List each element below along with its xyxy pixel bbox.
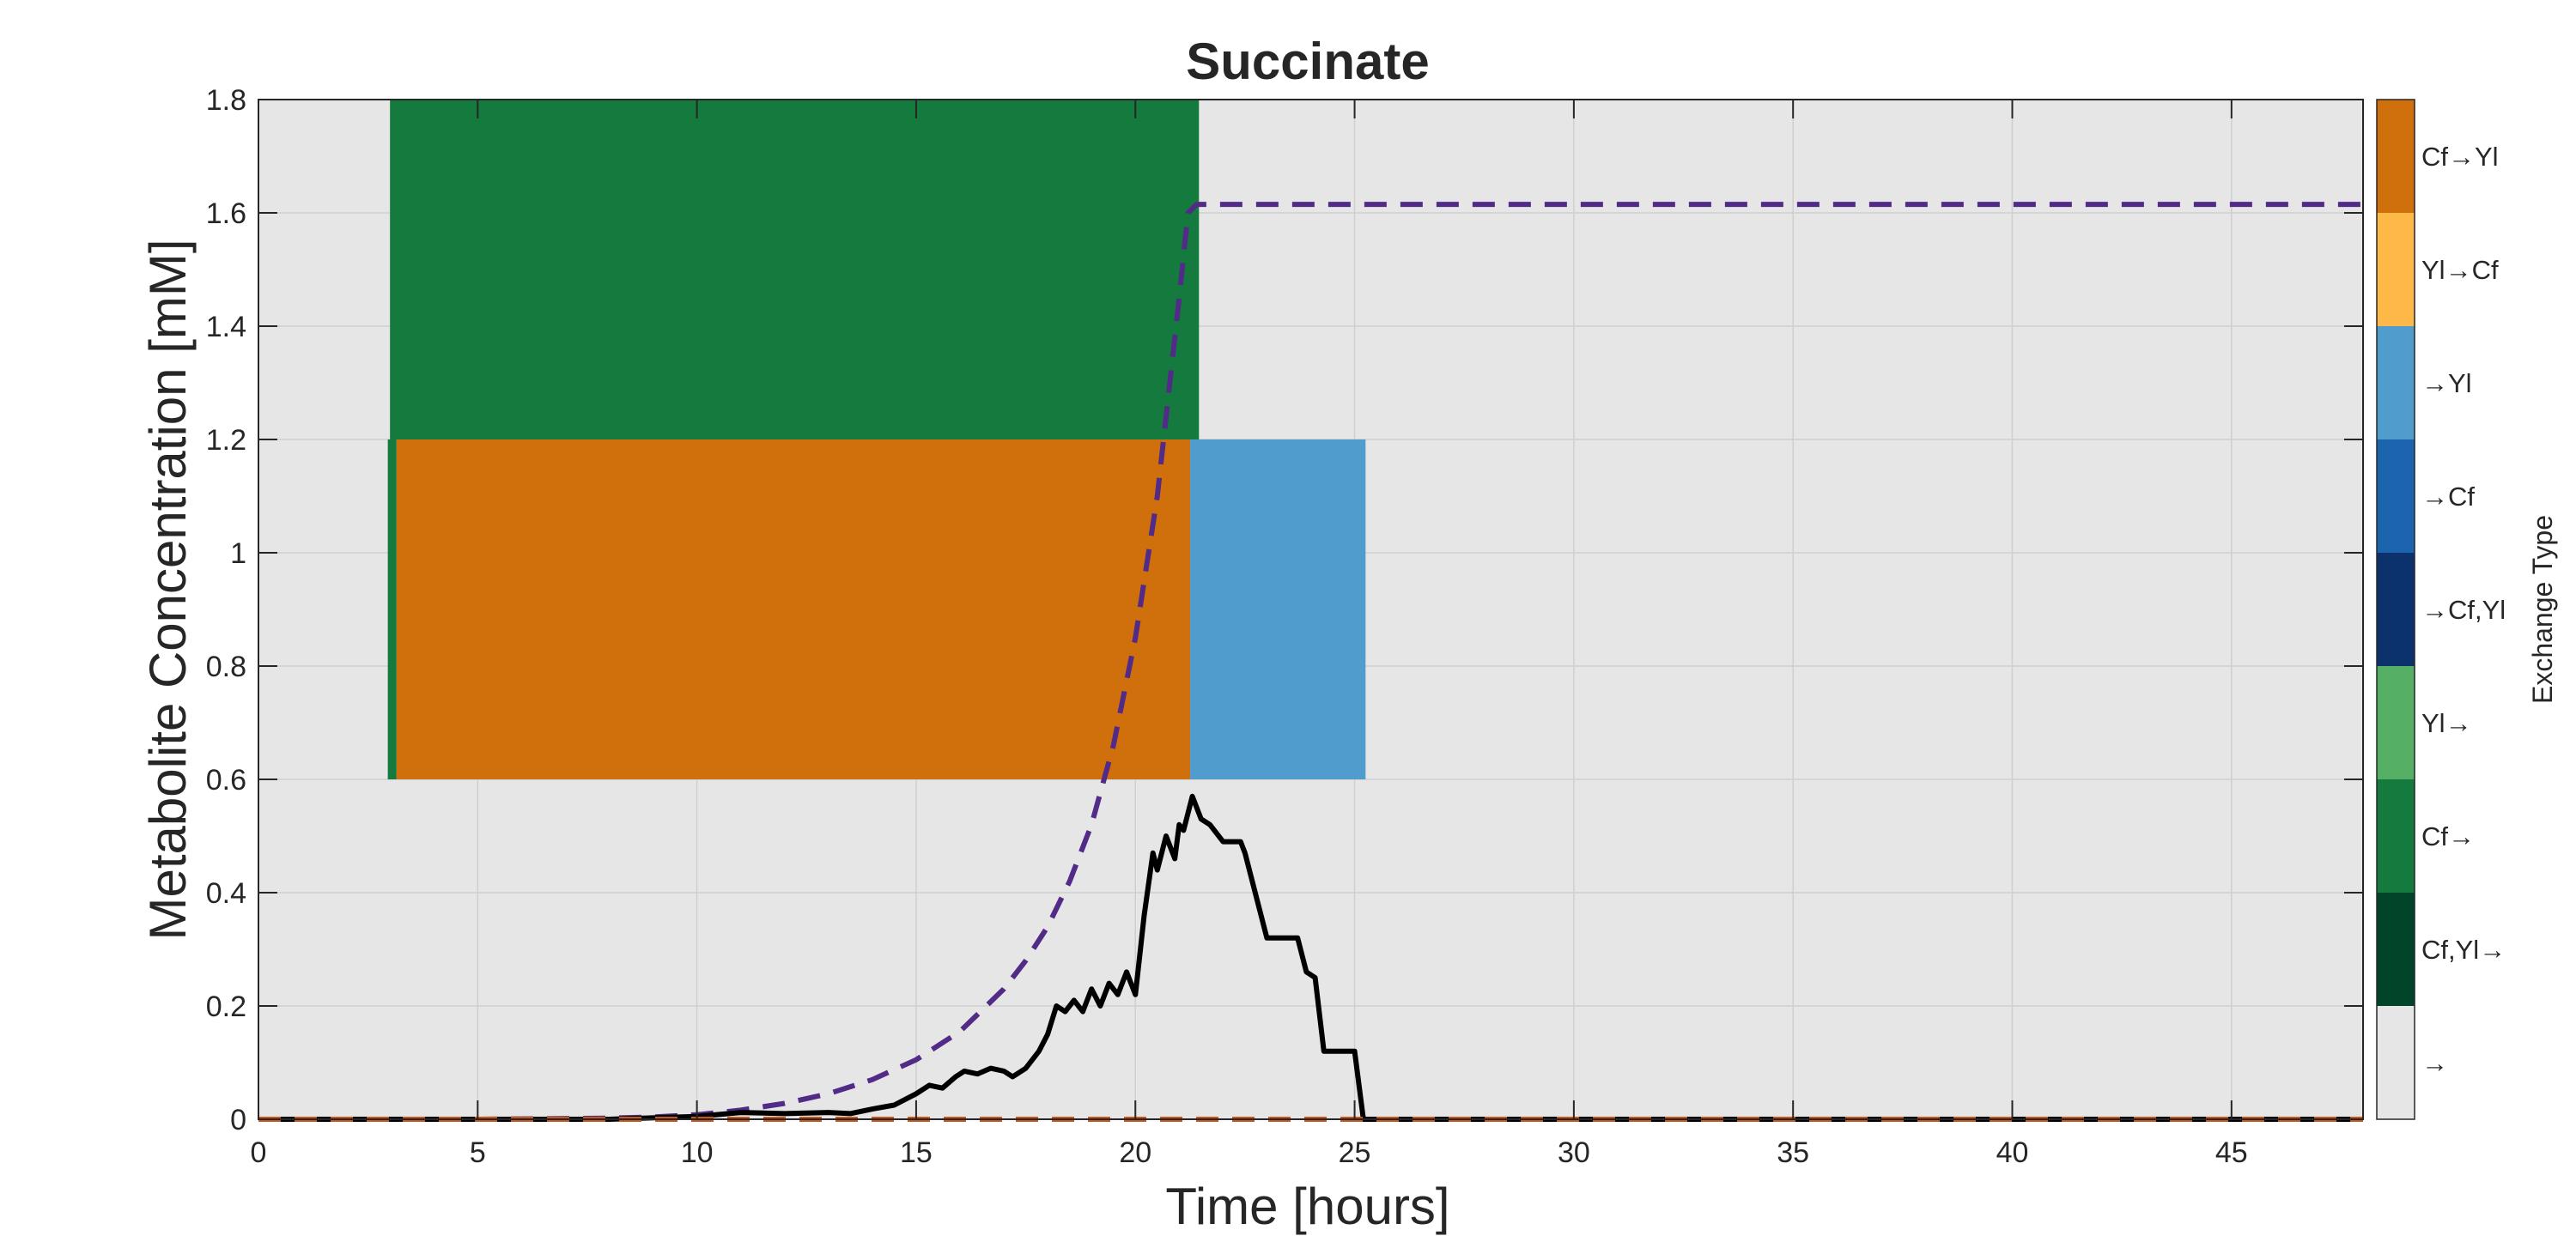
colorbar-label: Cf,Yl→ bbox=[2421, 935, 2506, 965]
x-tick-label: 40 bbox=[1996, 1136, 2029, 1169]
x-tick-labels: 0 5 10 15 20 25 30 35 40 45 bbox=[251, 1136, 2248, 1169]
y-tick-label: 0.8 bbox=[206, 651, 246, 683]
x-tick-label: 25 bbox=[1339, 1136, 1371, 1169]
y-tick-label: 1.8 bbox=[206, 84, 246, 117]
series-line-2 bbox=[258, 793, 2363, 1122]
colorbar-label: Cf→Yl bbox=[2421, 142, 2499, 172]
y-tick-label: 1.2 bbox=[206, 424, 246, 457]
colorbar-label: →Cf,Yl bbox=[2421, 595, 2506, 625]
colorbar-swatch bbox=[2377, 1006, 2415, 1120]
plot-frame bbox=[258, 99, 2364, 1120]
axis-ticks bbox=[258, 99, 2363, 1120]
colorbar-swatch bbox=[2377, 213, 2415, 327]
colorbar-frame bbox=[2376, 99, 2415, 1120]
y-axis-label: Metabolite Concentration [mM] bbox=[139, 239, 197, 940]
y-tick-label: 0 bbox=[230, 1104, 246, 1136]
y-tick-label: 0.6 bbox=[206, 764, 246, 797]
x-tick-label: 20 bbox=[1119, 1136, 1151, 1169]
colorbar-label: Yl→Cf bbox=[2421, 255, 2499, 285]
y-tick-label: 1.6 bbox=[206, 197, 246, 230]
colorbar-swatch bbox=[2377, 666, 2415, 780]
colorbar: Cf→Yl Yl→Cf →Yl →Cf →Cf,Yl Yl→ Cf→ Cf,Yl→ → bbox=[2376, 99, 2506, 1120]
colorbar-label: → bbox=[2421, 1048, 2448, 1078]
x-tick-label: 5 bbox=[470, 1136, 486, 1169]
x-tick-label: 45 bbox=[2215, 1136, 2248, 1169]
exchange-band-segment bbox=[387, 439, 397, 779]
x-tick-label: 30 bbox=[1558, 1136, 1590, 1169]
x-axis-label: Time [hours] bbox=[1165, 1178, 1449, 1235]
exchange-band-segment bbox=[1190, 439, 1366, 779]
y-tick-label: 0.2 bbox=[206, 991, 246, 1023]
y-tick-label: 0.4 bbox=[206, 877, 246, 910]
x-tick-label: 35 bbox=[1777, 1136, 1809, 1169]
exchange-bands bbox=[387, 100, 1366, 779]
colorbar-label: →Yl bbox=[2421, 368, 2472, 398]
exchange-band-segment bbox=[396, 439, 1191, 779]
colorbar-swatch bbox=[2377, 553, 2415, 667]
chart-title: Succinate bbox=[1186, 33, 1429, 90]
colorbar-title: Exchange Type bbox=[2527, 515, 2558, 704]
colorbar-label: →Cf bbox=[2421, 482, 2475, 512]
colorbar-swatch bbox=[2377, 893, 2415, 1007]
colorbar-swatch bbox=[2377, 779, 2415, 894]
x-tick-label: 10 bbox=[681, 1136, 714, 1169]
colorbar-label: Cf→ bbox=[2421, 821, 2475, 851]
exchange-band-segment bbox=[390, 100, 1200, 439]
y-tick-label: 1 bbox=[230, 537, 246, 570]
colorbar-swatch bbox=[2377, 100, 2415, 214]
colorbar-swatch bbox=[2377, 326, 2415, 440]
colorbar-label: Yl→ bbox=[2421, 708, 2472, 738]
x-tick-label: 15 bbox=[900, 1136, 933, 1169]
colorbar-swatch bbox=[2377, 439, 2415, 554]
series-line-1 bbox=[258, 202, 2363, 1122]
y-tick-label: 1.4 bbox=[206, 311, 246, 343]
x-tick-label: 0 bbox=[251, 1136, 267, 1169]
y-tick-labels: 0 0.2 0.4 0.6 0.8 1 1.2 1.4 1.6 1.8 bbox=[206, 84, 246, 1136]
